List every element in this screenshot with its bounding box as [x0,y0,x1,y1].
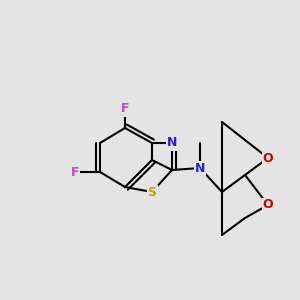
Text: O: O [263,199,273,212]
Text: O: O [263,152,273,164]
Text: F: F [121,103,129,116]
Text: S: S [148,185,157,199]
Text: N: N [167,136,177,149]
Text: N: N [195,161,205,175]
Text: F: F [71,166,79,178]
